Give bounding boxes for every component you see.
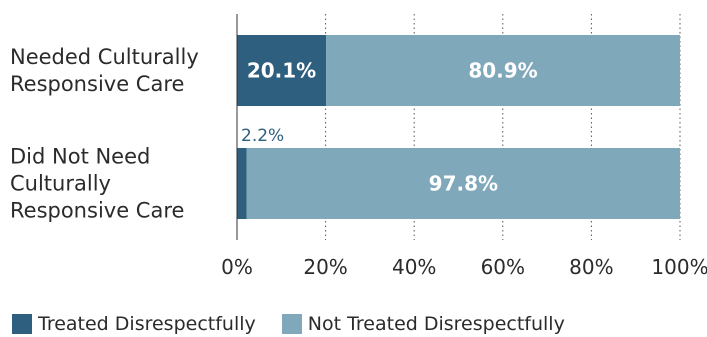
legend-label-not-treated: Not Treated Disrespectfully	[307, 313, 565, 335]
category-label-0-line-1: Responsive Care	[10, 72, 184, 96]
data-label-0-0: 20.1%	[247, 59, 316, 83]
legend-swatch-treated	[12, 314, 32, 334]
x-tick-label-4: 80%	[569, 255, 613, 279]
category-label-1-line-1: Culturally	[10, 172, 111, 196]
category-label-1-line-2: Responsive Care	[10, 199, 184, 223]
bar-treated-1	[237, 148, 247, 219]
x-tick-label-1: 20%	[303, 255, 347, 279]
bar-not-treated-1	[246, 148, 680, 219]
legend: Treated Disrespectfully Not Treated Disr…	[12, 313, 591, 335]
x-tick-label-0: 0%	[221, 255, 253, 279]
x-tick-label-5: 100%	[651, 255, 707, 279]
data-label-0-1: 2.2%	[241, 126, 284, 146]
data-label-1-0: 80.9%	[468, 59, 537, 83]
data-label-1-1: 97.8%	[429, 172, 498, 196]
x-tick-label-2: 40%	[392, 255, 436, 279]
stacked-bar-chart: 20.1% 2.2% 80.9% 97.8% Needed Culturally Resp…	[10, 14, 707, 279]
legend-item-treated-disrespectfully: Treated Disrespectfully	[12, 313, 256, 335]
x-tick-label-3: 60%	[481, 255, 525, 279]
legend-item-not-treated-disrespectfully: Not Treated Disrespectfully	[281, 313, 565, 335]
legend-swatch-not-treated	[281, 314, 302, 334]
legend-label-treated: Treated Disrespectfully	[38, 313, 256, 335]
bar-not-treated-0	[326, 35, 680, 106]
category-label-0-line-0: Needed Culturally	[10, 45, 199, 69]
category-label-1-line-0: Did Not Need	[10, 145, 150, 169]
bar-treated-0	[237, 35, 327, 106]
